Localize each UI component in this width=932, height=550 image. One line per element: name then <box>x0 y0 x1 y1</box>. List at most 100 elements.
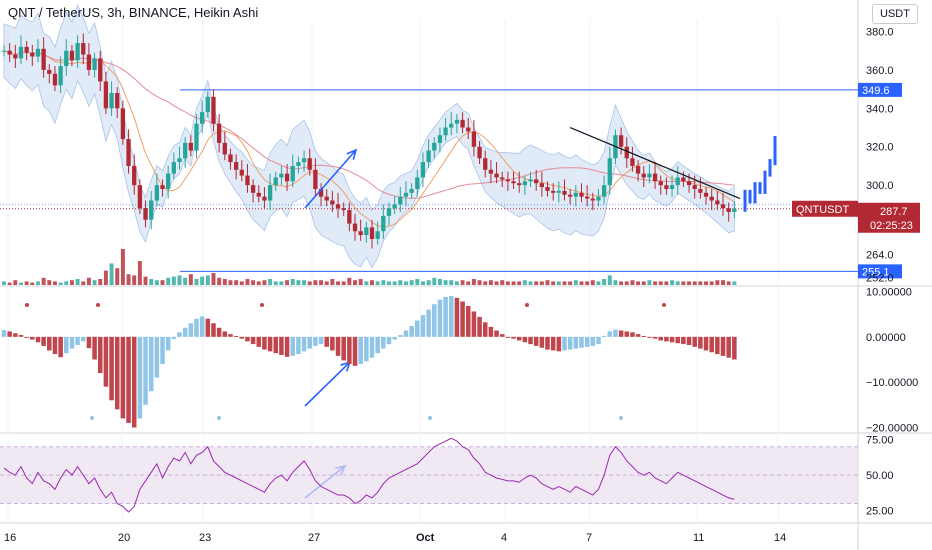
volume-bar <box>285 280 290 285</box>
candle-body <box>454 119 460 124</box>
oscillator-bar <box>471 311 477 337</box>
chart-title: QNT / TetherUS, 3h, BINANCE, Heikin Ashi <box>8 5 259 20</box>
volume-bar <box>7 282 12 285</box>
oscillator-bar <box>256 336 262 347</box>
oscillator-bar <box>420 315 426 337</box>
candle-body <box>579 192 584 197</box>
candle-body <box>194 123 199 151</box>
candle-body <box>211 96 216 124</box>
currency-button[interactable]: USDT <box>872 4 918 24</box>
volume-bar <box>607 275 612 285</box>
x-axis-tick: 16 <box>4 532 16 544</box>
candle-body <box>183 142 188 159</box>
candle-body <box>352 223 358 232</box>
oscillator-bar <box>596 336 601 345</box>
level-price-label: 255.1 <box>862 266 890 278</box>
candle-body <box>171 162 176 174</box>
oscillator-bar <box>381 336 386 349</box>
candle-body <box>126 139 131 166</box>
oscillator-bar <box>313 336 318 346</box>
projection-bar <box>773 136 777 166</box>
candle-body <box>177 158 182 163</box>
oscillator-bar <box>52 336 58 355</box>
volume-bar <box>375 281 380 285</box>
oscillator-bar <box>437 299 443 337</box>
oscillator-bar <box>698 336 703 349</box>
oscillator-bar <box>143 336 148 405</box>
volume-bar <box>449 280 454 285</box>
candle-body <box>437 135 443 143</box>
candle-body <box>86 54 92 70</box>
x-axis-tick: 14 <box>774 532 786 544</box>
oscillator-bar <box>448 296 454 337</box>
oscillator-bar <box>30 336 35 340</box>
oscillator-bar <box>364 336 369 362</box>
volume-bar <box>454 281 459 285</box>
oscillator-bar <box>658 336 664 341</box>
candle-body <box>222 142 227 155</box>
oscillator-bar <box>13 333 18 337</box>
candle-body <box>256 192 261 197</box>
level-price-tag <box>858 82 902 97</box>
volume-bar <box>262 280 267 285</box>
candle-body <box>98 58 103 82</box>
candle-body <box>590 198 595 201</box>
oscillator-bar <box>726 336 731 358</box>
volume-bar <box>641 281 646 285</box>
candle-body <box>149 200 154 220</box>
volume-bar <box>222 279 227 285</box>
candle-body <box>562 190 567 195</box>
oscillator-bar <box>415 320 420 337</box>
candle-body <box>24 46 29 53</box>
oscillator-bar <box>652 336 658 339</box>
candle-body <box>698 188 703 193</box>
candle-body <box>290 165 295 182</box>
candle-body <box>658 181 663 186</box>
candle-body <box>1 50 7 52</box>
candle-body <box>381 215 386 232</box>
oscillator-bar <box>216 327 222 337</box>
candle-body <box>296 162 301 166</box>
candle-body <box>386 208 392 216</box>
oscillator-bar <box>488 326 494 337</box>
volume-bar <box>715 280 720 285</box>
candle-body <box>488 169 494 174</box>
oscillator-bar <box>64 336 69 354</box>
volume-bar <box>69 280 74 285</box>
volume-bar <box>353 280 357 285</box>
candle-body <box>539 183 544 188</box>
oscillator-bar <box>386 336 392 345</box>
candle-body <box>279 173 284 178</box>
candle-body <box>675 177 680 186</box>
candle-body <box>284 173 290 182</box>
oscillator-bar <box>703 336 709 351</box>
candle-body <box>160 185 165 189</box>
candle-body <box>703 192 709 197</box>
ma-fast-line <box>3 50 735 228</box>
candle-body <box>69 50 75 61</box>
signal-dot-sell <box>525 303 529 307</box>
candle-body <box>318 188 324 197</box>
candle-body <box>522 181 528 186</box>
candle-body <box>200 112 205 124</box>
oscillator-bar <box>647 336 652 338</box>
volume-bar <box>522 280 527 285</box>
oscillator-bar <box>24 336 29 338</box>
volume-bar <box>568 281 573 285</box>
oscillator-bar <box>114 336 120 410</box>
oscillator-arrow <box>304 361 351 407</box>
volume-bar <box>177 275 182 285</box>
volume-bar <box>675 281 680 285</box>
oscillator-bar <box>239 336 245 339</box>
volume-bar <box>460 280 465 285</box>
oscillator-bar <box>18 335 24 337</box>
candle-body <box>409 188 414 193</box>
volume-bar <box>52 281 57 285</box>
oscillator-bar <box>709 336 714 353</box>
candle-body <box>324 196 329 201</box>
volume-bar <box>24 281 29 285</box>
oscillator-bar <box>403 330 409 337</box>
candle-body <box>267 185 273 201</box>
oscillator-bar <box>352 336 358 366</box>
